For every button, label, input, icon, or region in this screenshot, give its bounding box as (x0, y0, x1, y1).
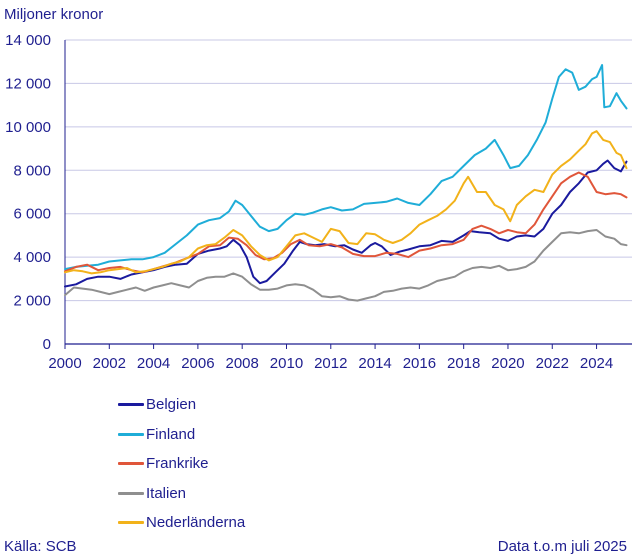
y-tick-label: 2 000 (13, 293, 51, 310)
x-tick-label: 2020 (491, 355, 524, 372)
series-line-italien (64, 229, 628, 302)
x-axis-ticks: 2000 2002 2004 2006 2008 2010 2012 2014 2016 2018… (48, 344, 613, 372)
grid-lines (64, 39, 632, 345)
legend-swatch (118, 491, 144, 495)
y-axis-ticks: 0 2 000 4 000 6 000 8 000 10 000 12 000 14 000 (5, 32, 51, 353)
series-line-finland (64, 64, 628, 271)
y-tick-label: 12 000 (5, 75, 51, 92)
y-tick-label: 4 000 (13, 249, 51, 266)
legend: Belgien Finland Frankrike Italien Nederlände… (118, 390, 245, 538)
y-tick-label: 10 000 (5, 119, 51, 136)
y-tick-label: 6 000 (13, 206, 51, 223)
legend-swatch (118, 462, 144, 466)
y-axis-title: Miljoner kronor (4, 6, 103, 23)
legend-item-nederländerna: Nederländerna (118, 508, 245, 538)
legend-label: Frankrike (146, 455, 209, 473)
legend-label: Belgien (146, 396, 197, 414)
line-chart: Miljoner kronor 0 2 000 4 000 6 000 8 000 10 … (4, 6, 632, 372)
legend-label: Nederländerna (146, 514, 246, 532)
legend-swatch (118, 432, 144, 436)
x-tick-label: 2010 (270, 355, 303, 372)
legend-item-frankrike: Frankrike (118, 449, 245, 479)
legend-swatch (118, 521, 144, 525)
y-tick-label: 14 000 (5, 32, 51, 49)
x-tick-label: 2000 (48, 355, 81, 372)
x-tick-label: 2002 (93, 355, 126, 372)
series-line-nederländerna (64, 130, 628, 275)
legend-item-italien: Italien (118, 479, 245, 509)
x-tick-label: 2004 (137, 355, 170, 372)
x-tick-label: 2016 (403, 355, 436, 372)
series-lines (64, 64, 628, 302)
source-note: Källa: SCB (4, 538, 77, 555)
series-line-belgien (64, 159, 628, 288)
x-tick-label: 2018 (447, 355, 480, 372)
legend-label: Finland (146, 425, 196, 443)
data-note: Data t.o.m juli 2025 (497, 538, 627, 555)
x-tick-label: 2024 (580, 355, 613, 372)
x-tick-label: 2006 (181, 355, 214, 372)
legend-item-finland: Finland (118, 420, 245, 450)
x-tick-label: 2022 (536, 355, 569, 372)
x-tick-label: 2008 (226, 355, 259, 372)
x-tick-label: 2012 (314, 355, 347, 372)
y-tick-label: 0 (43, 336, 51, 353)
legend-item-belgien: Belgien (118, 390, 245, 420)
y-tick-label: 8 000 (13, 162, 51, 179)
x-tick-label: 2014 (358, 355, 391, 372)
legend-swatch (118, 403, 144, 407)
legend-label: Italien (146, 484, 187, 502)
